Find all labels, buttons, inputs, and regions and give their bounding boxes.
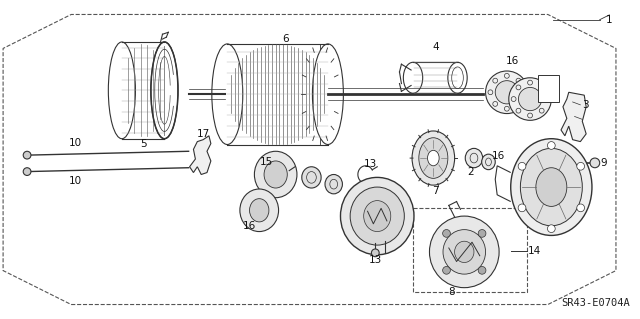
Ellipse shape: [495, 81, 518, 104]
Ellipse shape: [511, 139, 592, 235]
Ellipse shape: [240, 189, 278, 232]
Ellipse shape: [520, 148, 582, 226]
Ellipse shape: [465, 148, 483, 168]
Text: 16: 16: [506, 56, 519, 66]
Bar: [538, 75, 559, 102]
Text: 14: 14: [528, 246, 541, 256]
Bar: [413, 208, 527, 292]
Ellipse shape: [518, 204, 526, 212]
Text: 13: 13: [369, 255, 382, 265]
Ellipse shape: [536, 168, 567, 206]
Text: 1: 1: [606, 15, 612, 25]
Ellipse shape: [486, 71, 528, 114]
Ellipse shape: [509, 78, 551, 120]
Ellipse shape: [23, 151, 31, 159]
Ellipse shape: [577, 162, 584, 170]
Text: 9: 9: [600, 158, 607, 168]
Ellipse shape: [482, 154, 495, 170]
Ellipse shape: [478, 266, 486, 274]
Ellipse shape: [340, 177, 414, 255]
Text: 16: 16: [243, 221, 256, 231]
Ellipse shape: [590, 158, 600, 168]
Text: SR43-E0704A: SR43-E0704A: [561, 298, 630, 308]
Ellipse shape: [264, 161, 287, 188]
Ellipse shape: [254, 151, 297, 198]
Text: 7: 7: [432, 186, 438, 196]
Ellipse shape: [454, 241, 474, 263]
Polygon shape: [561, 92, 586, 142]
Ellipse shape: [350, 187, 404, 245]
Text: 17: 17: [196, 129, 210, 139]
Ellipse shape: [518, 162, 526, 170]
Ellipse shape: [302, 167, 321, 188]
Ellipse shape: [518, 87, 541, 111]
Text: 8: 8: [449, 286, 455, 297]
Ellipse shape: [325, 174, 342, 194]
Ellipse shape: [577, 204, 584, 212]
Text: 10: 10: [69, 137, 82, 148]
Ellipse shape: [364, 201, 391, 232]
Polygon shape: [189, 136, 211, 174]
Text: 4: 4: [432, 42, 438, 52]
Ellipse shape: [478, 230, 486, 237]
Ellipse shape: [428, 150, 439, 166]
Ellipse shape: [443, 266, 451, 274]
Ellipse shape: [419, 138, 448, 178]
Text: 5: 5: [140, 138, 147, 149]
Ellipse shape: [547, 225, 556, 233]
Ellipse shape: [23, 168, 31, 175]
Text: 10: 10: [69, 176, 82, 186]
Ellipse shape: [547, 142, 556, 149]
Ellipse shape: [412, 131, 454, 185]
Ellipse shape: [371, 249, 379, 257]
Text: 16: 16: [492, 151, 505, 161]
Text: 6: 6: [282, 34, 289, 44]
Ellipse shape: [443, 230, 451, 237]
Text: 13: 13: [364, 159, 377, 169]
Ellipse shape: [250, 199, 269, 222]
Text: 2: 2: [468, 167, 474, 177]
Ellipse shape: [443, 230, 486, 274]
Ellipse shape: [429, 216, 499, 288]
Text: 15: 15: [259, 157, 273, 167]
Text: 3: 3: [582, 100, 589, 110]
